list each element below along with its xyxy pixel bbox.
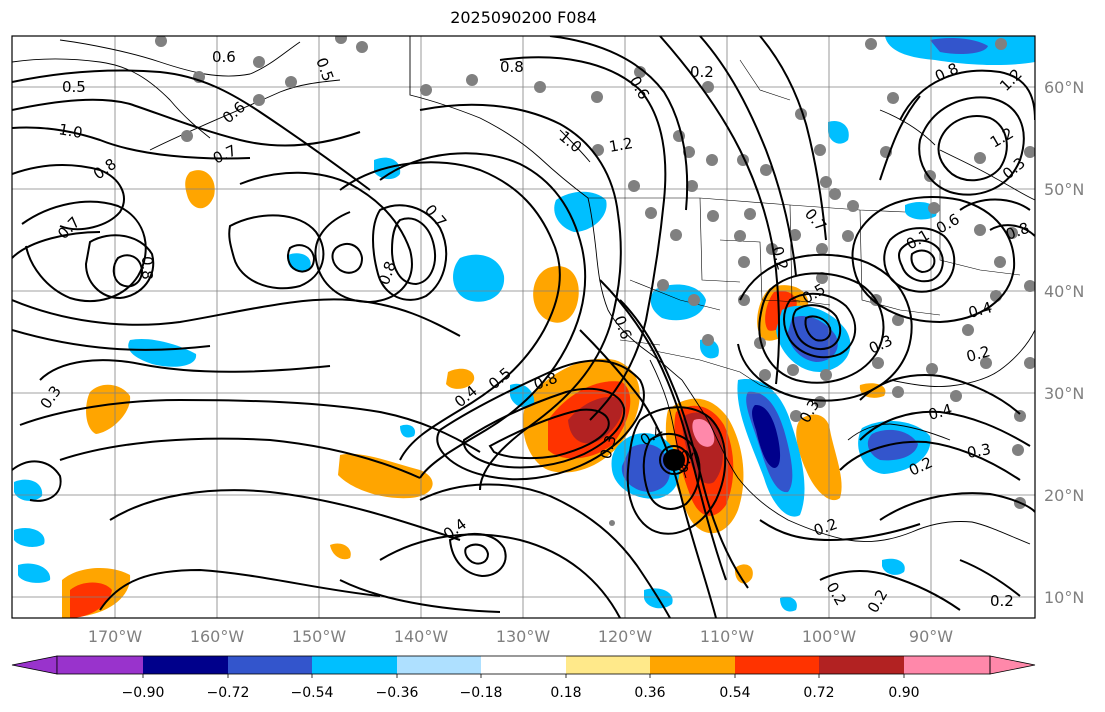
- longitude-label: 130°W: [496, 627, 551, 646]
- colorbar-max-extension: [989, 655, 1036, 675]
- shade-negative-blob: [18, 563, 51, 583]
- shade-negative-blob: [128, 338, 197, 367]
- colorbar-tick-label: −0.54: [291, 685, 334, 701]
- shade-positive-blob: [86, 384, 131, 434]
- contour-label: 1.0: [57, 120, 84, 142]
- colorbar-tick-label: 0.90: [888, 685, 919, 701]
- latitude-axis: 60°N 50°N 40°N 30°N 20°N 10°N: [1044, 78, 1084, 607]
- latitude-label: 10°N: [1044, 588, 1084, 607]
- shade-negative-blob: [554, 191, 607, 232]
- contour-label: 0.2: [768, 244, 792, 272]
- contour-label: 0.8: [500, 58, 524, 76]
- latitude-label: 40°N: [1044, 282, 1084, 301]
- shade-positive-blob: [338, 453, 433, 499]
- contour-label: 0.2: [964, 342, 992, 366]
- colorbar-tick-label: 0.72: [803, 685, 834, 701]
- colorbar-tick-label: 0.54: [719, 685, 750, 701]
- contour-label: 1.2: [608, 134, 635, 156]
- longitude-label: 140°W: [394, 627, 449, 646]
- map-title: 2025090200 F084: [450, 8, 597, 27]
- shade-positive-blob: [796, 414, 842, 501]
- contour-label: 0.4: [966, 298, 994, 322]
- shade-negative-blob: [930, 38, 988, 54]
- shade-negative-blob: [650, 284, 706, 321]
- shade-negative-blob: [828, 120, 849, 144]
- contour-label: 0.2: [690, 63, 714, 81]
- colorbar-swatch: [904, 656, 990, 674]
- colorbar-tick-label: 0.36: [634, 685, 665, 701]
- shade-positive-blob: [330, 543, 351, 560]
- shade-negative-blob: [288, 253, 311, 272]
- contour-label: 0.2: [990, 592, 1014, 610]
- longitude-label: 90°W: [909, 627, 953, 646]
- shade-positive-blob: [70, 582, 112, 618]
- contour-label: 0.8: [138, 256, 156, 280]
- colorbar-frame: [56, 655, 991, 675]
- shade-negative-blob: [780, 596, 797, 612]
- map-frame: [11, 35, 1036, 619]
- longitude-label: 150°W: [292, 627, 347, 646]
- shade-negative-blob: [882, 558, 905, 575]
- colorbar: −0.90 −0.72 −0.54 −0.36 −0.18 0.18 0.36 …: [11, 655, 1036, 701]
- shade-positive-blob: [533, 266, 579, 323]
- longitude-label: 110°W: [700, 627, 755, 646]
- colorbar-min-extension: [11, 655, 58, 675]
- shade-positive-blob: [734, 564, 753, 584]
- longitude-label: 120°W: [598, 627, 653, 646]
- colorbar-tick-label: 0.18: [550, 685, 581, 701]
- shade-negative-blob: [510, 383, 535, 408]
- shade-positive-blob: [568, 396, 623, 444]
- colorbar-swatch: [735, 656, 819, 674]
- colorbar-tick-label: −0.90: [122, 685, 165, 701]
- shade-negative-blob: [752, 404, 781, 468]
- contour-label: 0.4: [926, 400, 954, 424]
- contour-label: 0.3: [966, 440, 993, 462]
- colorbar-tick-label: −0.36: [376, 685, 419, 701]
- colorbar-swatch: [819, 656, 904, 674]
- longitude-label: 100°W: [802, 627, 857, 646]
- map-area: 0.5 0.6 0.5 0.8 0.2 0.6 1.2 1.0 0.7 0.8 …: [12, 36, 1035, 618]
- contour-label: 0.6: [212, 48, 236, 66]
- colorbar-swatch: [143, 656, 228, 674]
- shade-negative-blob: [621, 444, 670, 492]
- latitude-label: 30°N: [1044, 384, 1084, 403]
- shade-negative-blob: [400, 424, 416, 438]
- contour-label: 0.3: [596, 433, 620, 461]
- shade-negative-blob: [453, 254, 505, 302]
- longitude-label: 160°W: [190, 627, 245, 646]
- colorbar-swatch: [481, 656, 566, 674]
- colorbar-tick-label: −0.18: [460, 685, 503, 701]
- longitude-axis: 170°W 160°W 150°W 140°W 130°W 120°W 110°…: [88, 627, 953, 646]
- contour-lines: [12, 36, 1035, 618]
- colorbar-swatch: [312, 656, 397, 674]
- latitude-label: 50°N: [1044, 180, 1084, 199]
- longitude-label: 170°W: [88, 627, 143, 646]
- latitude-label: 20°N: [1044, 486, 1084, 505]
- shade-positive-blob: [446, 368, 475, 389]
- colorbar-swatch: [57, 656, 143, 674]
- latitude-label: 60°N: [1044, 78, 1084, 97]
- shade-negative-blob: [14, 479, 43, 501]
- shade-positive-blob: [692, 418, 715, 447]
- colorbar-swatch: [566, 656, 650, 674]
- colorbar-swatch: [397, 656, 481, 674]
- colorbar-tick-label: −0.72: [207, 685, 250, 701]
- colorbar-swatch: [650, 656, 735, 674]
- shade-negative-blob: [867, 429, 918, 461]
- colorbar-swatch: [228, 656, 312, 674]
- station-markers: [155, 36, 1035, 526]
- contour-label: 0.5: [62, 78, 86, 96]
- shade-negative-blob: [14, 527, 45, 547]
